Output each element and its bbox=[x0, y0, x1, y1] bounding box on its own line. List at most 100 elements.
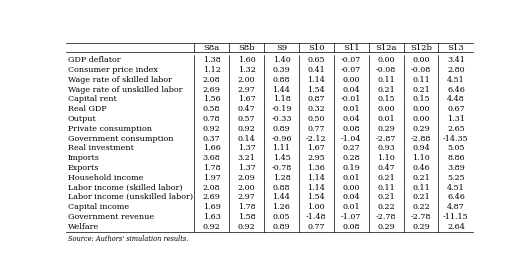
Text: 0.89: 0.89 bbox=[272, 223, 290, 231]
Text: 0.29: 0.29 bbox=[412, 223, 430, 231]
Text: -0.07: -0.07 bbox=[341, 66, 361, 74]
Text: 1.78: 1.78 bbox=[238, 203, 255, 211]
Text: 0.39: 0.39 bbox=[272, 66, 290, 74]
Text: 0.11: 0.11 bbox=[377, 183, 395, 191]
Text: 2.69: 2.69 bbox=[203, 193, 220, 201]
Text: 0.00: 0.00 bbox=[342, 183, 360, 191]
Text: 0.01: 0.01 bbox=[342, 105, 360, 113]
Text: 0.89: 0.89 bbox=[272, 125, 290, 133]
Text: 2.09: 2.09 bbox=[238, 174, 256, 182]
Text: 2.95: 2.95 bbox=[308, 154, 325, 162]
Text: -0.07: -0.07 bbox=[341, 56, 361, 64]
Text: 1.37: 1.37 bbox=[238, 144, 256, 152]
Text: 0.77: 0.77 bbox=[308, 125, 325, 133]
Text: Labor income (unskilled labor): Labor income (unskilled labor) bbox=[68, 193, 193, 201]
Text: 0.01: 0.01 bbox=[342, 174, 360, 182]
Text: Imports: Imports bbox=[68, 154, 99, 162]
Text: 0.22: 0.22 bbox=[412, 203, 430, 211]
Text: 1.69: 1.69 bbox=[203, 203, 220, 211]
Text: 0.46: 0.46 bbox=[412, 164, 430, 172]
Text: 1.56: 1.56 bbox=[203, 95, 220, 103]
Text: Private consumption: Private consumption bbox=[68, 125, 152, 133]
Text: 2.97: 2.97 bbox=[238, 193, 256, 201]
Text: Wage rate of skilled labor: Wage rate of skilled labor bbox=[68, 76, 172, 84]
Text: 0.58: 0.58 bbox=[203, 105, 220, 113]
Text: 0.78: 0.78 bbox=[203, 115, 220, 123]
Text: 0.21: 0.21 bbox=[412, 174, 430, 182]
Text: 0.00: 0.00 bbox=[412, 115, 430, 123]
Text: 0.21: 0.21 bbox=[377, 193, 395, 201]
Text: 0.21: 0.21 bbox=[377, 174, 395, 182]
Text: 1.38: 1.38 bbox=[203, 56, 220, 64]
Text: 1.45: 1.45 bbox=[272, 154, 290, 162]
Text: 0.01: 0.01 bbox=[377, 115, 395, 123]
Text: -2.88: -2.88 bbox=[411, 135, 431, 142]
Text: 0.47: 0.47 bbox=[377, 164, 395, 172]
Text: 0.21: 0.21 bbox=[377, 86, 395, 94]
Text: Exports: Exports bbox=[68, 164, 99, 172]
Text: 0.37: 0.37 bbox=[203, 135, 220, 142]
Text: 1.67: 1.67 bbox=[308, 144, 325, 152]
Text: 2.97: 2.97 bbox=[238, 86, 256, 94]
Text: 1.60: 1.60 bbox=[238, 56, 256, 64]
Text: 0.00: 0.00 bbox=[342, 76, 360, 84]
Text: 3.41: 3.41 bbox=[447, 56, 465, 64]
Text: 0.67: 0.67 bbox=[447, 105, 465, 113]
Text: Wage rate of unskilled labor: Wage rate of unskilled labor bbox=[68, 86, 183, 94]
Text: 1.10: 1.10 bbox=[412, 154, 430, 162]
Text: Capital rent: Capital rent bbox=[68, 95, 117, 103]
Text: -1.07: -1.07 bbox=[341, 213, 361, 221]
Text: -1.04: -1.04 bbox=[341, 135, 361, 142]
Text: 0.04: 0.04 bbox=[342, 86, 360, 94]
Text: 0.19: 0.19 bbox=[342, 164, 360, 172]
Text: 2.00: 2.00 bbox=[238, 183, 255, 191]
Text: 2.64: 2.64 bbox=[447, 223, 465, 231]
Text: 1.28: 1.28 bbox=[272, 174, 290, 182]
Text: -14.35: -14.35 bbox=[443, 135, 469, 142]
Text: Capital income: Capital income bbox=[68, 203, 129, 211]
Text: 0.15: 0.15 bbox=[377, 95, 395, 103]
Text: 1.63: 1.63 bbox=[203, 213, 220, 221]
Text: S8a: S8a bbox=[204, 43, 220, 52]
Text: S9: S9 bbox=[276, 43, 287, 52]
Text: 0.29: 0.29 bbox=[377, 125, 395, 133]
Text: 1.66: 1.66 bbox=[203, 144, 220, 152]
Text: 1.78: 1.78 bbox=[203, 164, 220, 172]
Text: 1.11: 1.11 bbox=[272, 144, 290, 152]
Text: Government consumption: Government consumption bbox=[68, 135, 173, 142]
Text: 1.18: 1.18 bbox=[272, 95, 290, 103]
Text: 0.92: 0.92 bbox=[238, 125, 256, 133]
Text: 0.87: 0.87 bbox=[308, 95, 325, 103]
Text: 0.47: 0.47 bbox=[238, 105, 255, 113]
Text: S12a: S12a bbox=[376, 43, 397, 52]
Text: -0.78: -0.78 bbox=[271, 164, 291, 172]
Text: 0.28: 0.28 bbox=[342, 154, 360, 162]
Text: 1.26: 1.26 bbox=[272, 203, 290, 211]
Text: 0.21: 0.21 bbox=[412, 193, 430, 201]
Text: 0.65: 0.65 bbox=[308, 56, 325, 64]
Text: Real investment: Real investment bbox=[68, 144, 134, 152]
Text: 1.40: 1.40 bbox=[272, 56, 290, 64]
Text: Government revenue: Government revenue bbox=[68, 213, 154, 221]
Text: 2.08: 2.08 bbox=[203, 183, 220, 191]
Text: 0.27: 0.27 bbox=[342, 144, 360, 152]
Text: -0.19: -0.19 bbox=[271, 105, 292, 113]
Text: 2.80: 2.80 bbox=[447, 66, 465, 74]
Text: 4.48: 4.48 bbox=[447, 95, 465, 103]
Text: 0.08: 0.08 bbox=[342, 223, 360, 231]
Text: 3.21: 3.21 bbox=[238, 154, 256, 162]
Text: Welfare: Welfare bbox=[68, 223, 99, 231]
Text: 0.08: 0.08 bbox=[342, 125, 360, 133]
Text: 0.88: 0.88 bbox=[272, 183, 290, 191]
Text: Output: Output bbox=[68, 115, 97, 123]
Text: -0.08: -0.08 bbox=[376, 66, 396, 74]
Text: S11: S11 bbox=[343, 43, 360, 52]
Text: 0.93: 0.93 bbox=[377, 144, 395, 152]
Text: -2.87: -2.87 bbox=[376, 135, 396, 142]
Text: 0.11: 0.11 bbox=[412, 76, 430, 84]
Text: 0.32: 0.32 bbox=[308, 105, 325, 113]
Text: 0.15: 0.15 bbox=[412, 95, 430, 103]
Text: 1.44: 1.44 bbox=[272, 86, 290, 94]
Text: 2.69: 2.69 bbox=[203, 86, 220, 94]
Text: Labor income (skilled labor): Labor income (skilled labor) bbox=[68, 183, 183, 191]
